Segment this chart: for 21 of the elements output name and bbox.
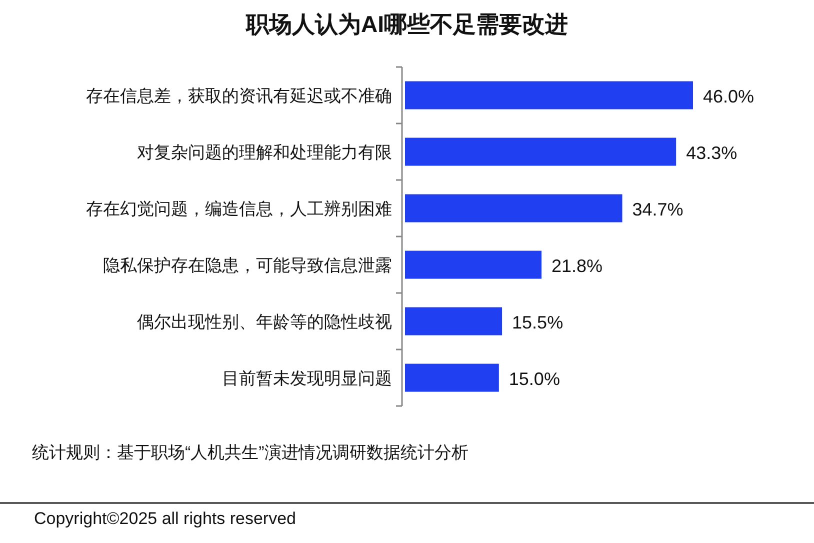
bar xyxy=(405,307,502,336)
y-tick-label: 目前暂未发现明显问题 xyxy=(222,368,392,388)
y-tick-label: 隐私保护存在隐患，可能导致信息泄露 xyxy=(103,256,392,275)
data-label: 15.5% xyxy=(512,312,564,332)
chart-title: 职场人认为AI哪些不足需要改进 xyxy=(245,11,568,37)
y-tick-label: 存在幻觉问题，编造信息，人工辨别困难 xyxy=(86,199,392,218)
bar xyxy=(405,138,676,166)
y-tick-label: 对复杂问题的理解和处理能力有限 xyxy=(137,142,392,162)
bar xyxy=(405,250,542,279)
data-label: 34.7% xyxy=(632,199,684,220)
bar xyxy=(405,81,693,110)
y-tick-label: 存在信息差，获取的资讯有延迟或不准确 xyxy=(86,86,392,106)
y-tick-label: 偶尔出现性别、年龄等的隐性歧视 xyxy=(137,312,392,332)
bar xyxy=(405,364,499,392)
data-label: 46.0% xyxy=(703,86,754,106)
bar xyxy=(405,194,622,222)
data-label: 43.3% xyxy=(686,142,738,163)
data-label: 15.0% xyxy=(508,368,560,389)
text: Copyright©2025 all rights reserved xyxy=(34,509,296,528)
text: 统计规则：基于职场“人机共生”演进情况调研数据统计分析 xyxy=(32,443,468,462)
data-label: 21.8% xyxy=(551,256,603,276)
